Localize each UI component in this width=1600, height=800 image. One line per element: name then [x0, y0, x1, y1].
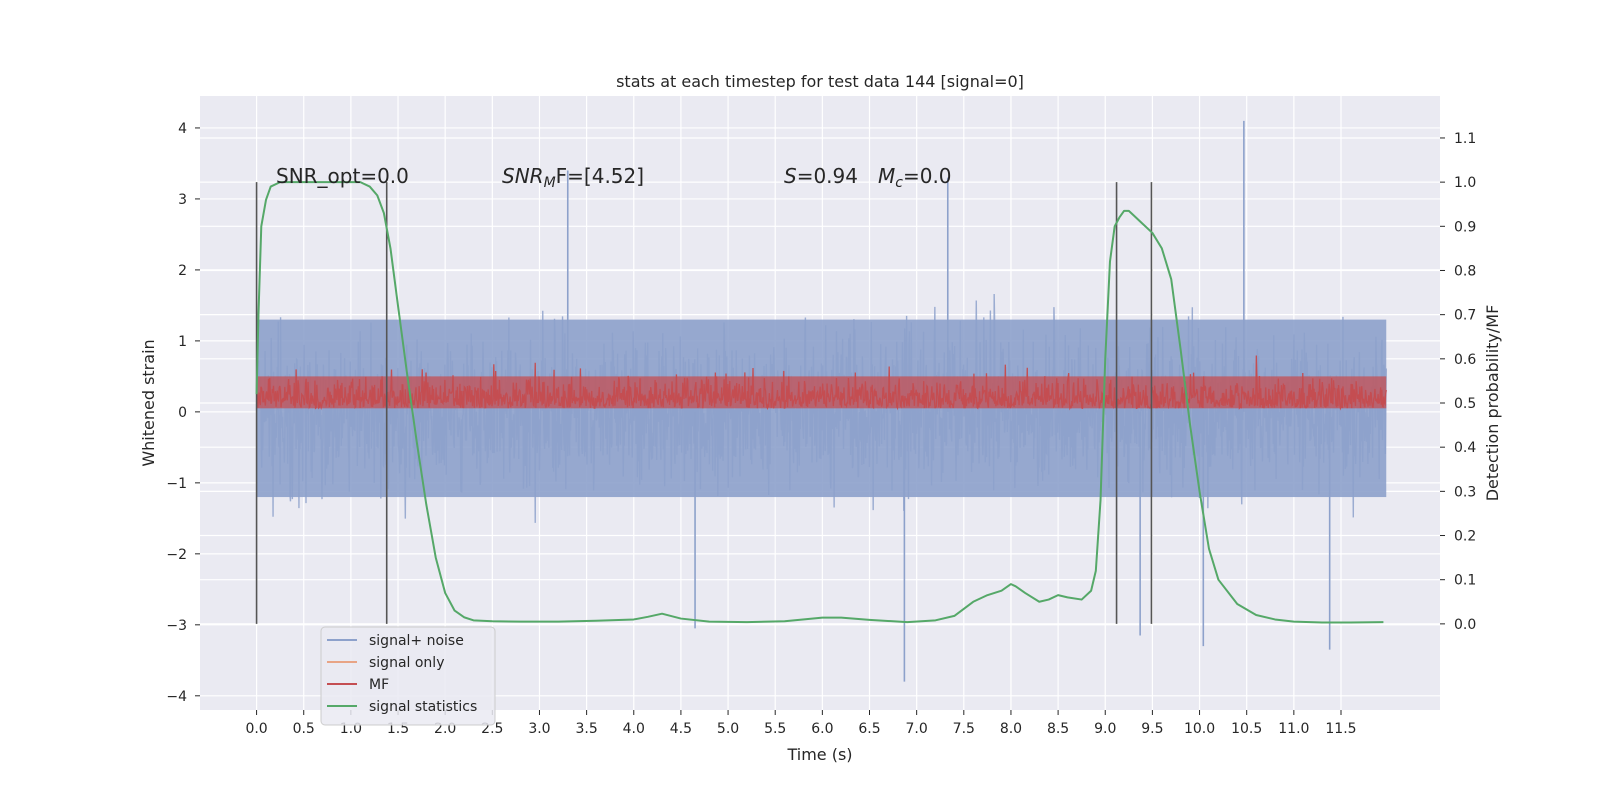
x-tick-label: 5.0: [717, 721, 739, 737]
annotation-snr-mf: SNRMF=[4.52]: [502, 164, 644, 191]
y-right-tick-label: 0.6: [1454, 352, 1476, 368]
series-mf: [255, 355, 1387, 411]
y-right-tick-label: 0.2: [1454, 529, 1476, 545]
y-axis-label: Whitened strain: [139, 339, 158, 466]
y-right-tick-label: 1.0: [1454, 175, 1476, 191]
x-tick-label: 4.5: [670, 721, 692, 737]
x-tick-label: 3.5: [575, 721, 597, 737]
y-right-tick-label: 0.3: [1454, 484, 1476, 500]
x-tick-label: 9.0: [1094, 721, 1116, 737]
y-axis-right-ticks: 1.1 1.0 0.9 0.8 0.7 0.6 0.5 0.4 0.3 0.2 0.1 0.0: [1440, 131, 1476, 633]
y-tick-label: −1: [166, 476, 187, 492]
legend-box: [320, 626, 496, 726]
y-axis-right-label: Detection probability/MF: [1483, 305, 1502, 502]
x-tick-label: 4.0: [623, 721, 645, 737]
x-axis-ticks: 0.0 0.5 1.0 1.5 2.0 2.5 3.0 3.5 4.0 4.5 5.0 5.5 6.0 6…: [245, 710, 1357, 737]
x-tick-label: 8.0: [1000, 721, 1022, 737]
y-tick-label: 0: [178, 405, 187, 421]
annotation-snr-opt: SNR_opt=0.0: [276, 164, 409, 188]
x-tick-label: 6.5: [858, 721, 880, 737]
x-tick-label: 3.0: [528, 721, 550, 737]
y-right-tick-label: 0.9: [1454, 219, 1476, 235]
mf-band: [256, 376, 1387, 409]
y-tick-label: 4: [178, 121, 187, 137]
legend-label-signal-statistics: signal statistics: [369, 699, 477, 715]
x-tick-label: 7.5: [953, 721, 975, 737]
legend-label-signal-plus-noise: signal+ noise: [369, 633, 464, 649]
legend-label-signal-only: signal only: [369, 655, 444, 671]
vertical-markers: [255, 182, 1153, 624]
y-right-tick-label: 0.7: [1454, 308, 1476, 324]
y-axis-ticks: 4 3 2 1 0 −1 −2 −3 −4: [166, 121, 200, 705]
x-tick-label: 0.5: [293, 721, 315, 737]
x-tick-label: 5.5: [764, 721, 786, 737]
x-tick-label: 10.5: [1231, 721, 1262, 737]
x-tick-label: 11.0: [1278, 721, 1309, 737]
y-right-tick-label: 0.4: [1454, 440, 1476, 456]
y-right-tick-label: 0.5: [1454, 396, 1476, 412]
y-tick-label: −2: [166, 547, 187, 563]
x-tick-label: 10.0: [1184, 721, 1215, 737]
legend: signal+ noise signal only MF signal stat…: [320, 626, 496, 726]
x-tick-label: 0.0: [245, 721, 267, 737]
annotation-mc: Mc=0.0: [878, 164, 952, 191]
y-tick-label: 2: [178, 263, 187, 279]
y-tick-label: −4: [166, 689, 187, 705]
y-tick-label: −3: [166, 618, 187, 634]
y-right-tick-label: 0.8: [1454, 263, 1476, 279]
x-axis-label: Time (s): [786, 745, 852, 764]
y-right-tick-label: 0.1: [1454, 573, 1476, 589]
legend-label-mf: MF: [369, 677, 389, 693]
series-signal-statistics: [255, 181, 1384, 624]
x-tick-label: 9.5: [1141, 721, 1163, 737]
y-right-tick-label: 1.1: [1454, 131, 1476, 147]
y-tick-label: 1: [178, 334, 187, 350]
y-right-tick-label: 0.0: [1454, 617, 1476, 633]
x-tick-label: 7.0: [906, 721, 928, 737]
y-tick-label: 3: [178, 192, 187, 208]
x-tick-label: 6.0: [811, 721, 833, 737]
x-tick-label: 11.5: [1325, 721, 1356, 737]
chart-title: stats at each timestep for test data 144…: [616, 72, 1024, 91]
annotation-s: S=0.94: [784, 164, 858, 188]
statistics-line: [255, 181, 1384, 624]
x-tick-label: 8.5: [1047, 721, 1069, 737]
